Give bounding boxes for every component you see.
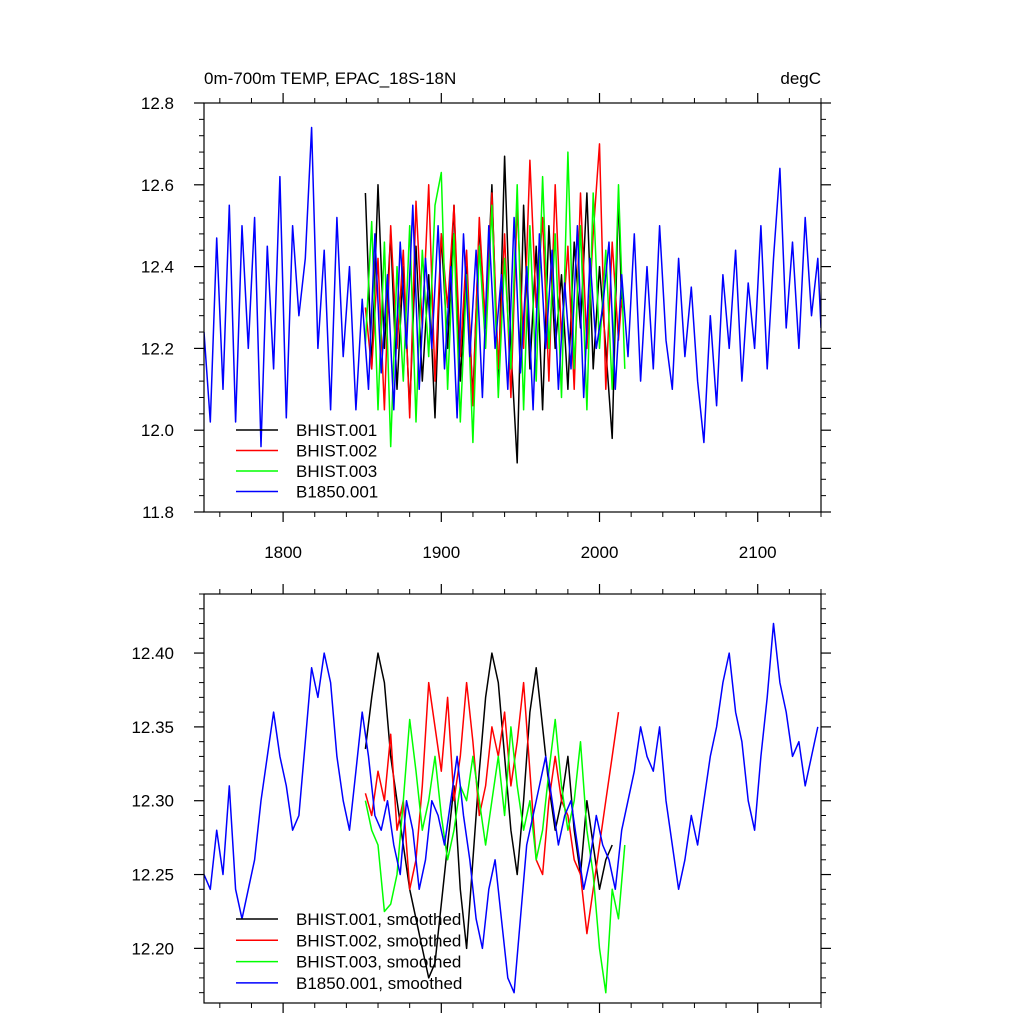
panel1-y-tick-label: 12.6 bbox=[141, 176, 174, 195]
panel1-series-group bbox=[204, 126, 821, 464]
panel2-series-line-1 bbox=[364, 652, 613, 979]
panel1-y-tick-label: 12.0 bbox=[141, 421, 174, 440]
bottom-panel: 12.20 12.25 12.30 12.35 12.40 BHIST.001, smoo… bbox=[131, 584, 831, 1013]
panel1-legend-label-1: BHIST.001 bbox=[296, 421, 377, 440]
top-panel-units: degC bbox=[780, 69, 821, 88]
panel2-legend-label-1: BHIST.001, smoothed bbox=[296, 910, 461, 929]
top-panel: 0m-700m TEMP, EPAC_18S-18N degC 1800 1900… bbox=[141, 69, 831, 562]
panel1-series-line-3 bbox=[364, 151, 626, 448]
panel1-x-tick-label: 2100 bbox=[739, 543, 777, 562]
panel2-series-line-4 bbox=[204, 622, 819, 994]
panel2-y-tick-label: 12.40 bbox=[131, 644, 174, 663]
panel2-y-tick-label: 12.20 bbox=[131, 939, 174, 958]
panel1-y-tick-label: 12.8 bbox=[141, 94, 174, 113]
panel2-plot-frame bbox=[203, 593, 822, 1004]
panel1-plot-frame bbox=[203, 102, 822, 513]
panel1-legend-label-3: BHIST.003 bbox=[296, 462, 377, 481]
panel1-x-tick-label: 1800 bbox=[264, 543, 302, 562]
panel2-legend-label-2: BHIST.002, smoothed bbox=[296, 931, 461, 950]
panel2-legend-label-3: BHIST.003, smoothed bbox=[296, 953, 461, 972]
panel2-series-line-2 bbox=[364, 681, 620, 935]
panel2-legend: BHIST.001, smoothed BHIST.002, smoothed BH… bbox=[236, 910, 462, 993]
panel1-legend-label-2: BHIST.002 bbox=[296, 442, 377, 461]
panel1-y-tick-label: 12.4 bbox=[141, 258, 174, 277]
panel1-y-tick-label: 12.2 bbox=[141, 339, 174, 358]
panel2-legend-label-4: B1850.001, smoothed bbox=[296, 974, 462, 993]
panel2-y-tick-label: 12.30 bbox=[131, 792, 174, 811]
panel2-series-line-3 bbox=[364, 718, 626, 994]
panel1-legend-label-4: B1850.001 bbox=[296, 483, 378, 502]
panel1-x-tick-label: 2000 bbox=[581, 543, 619, 562]
panel2-y-tick-label: 12.35 bbox=[131, 718, 174, 737]
panel2-series-group bbox=[204, 622, 819, 994]
panel1-series-line-4 bbox=[204, 126, 821, 448]
panel1-y-tick-label: 11.8 bbox=[142, 503, 174, 522]
panel1-x-tick-label: 1900 bbox=[422, 543, 460, 562]
panel2-y-tick-label: 12.25 bbox=[131, 866, 174, 885]
top-panel-title: 0m-700m TEMP, EPAC_18S-18N bbox=[204, 69, 456, 88]
